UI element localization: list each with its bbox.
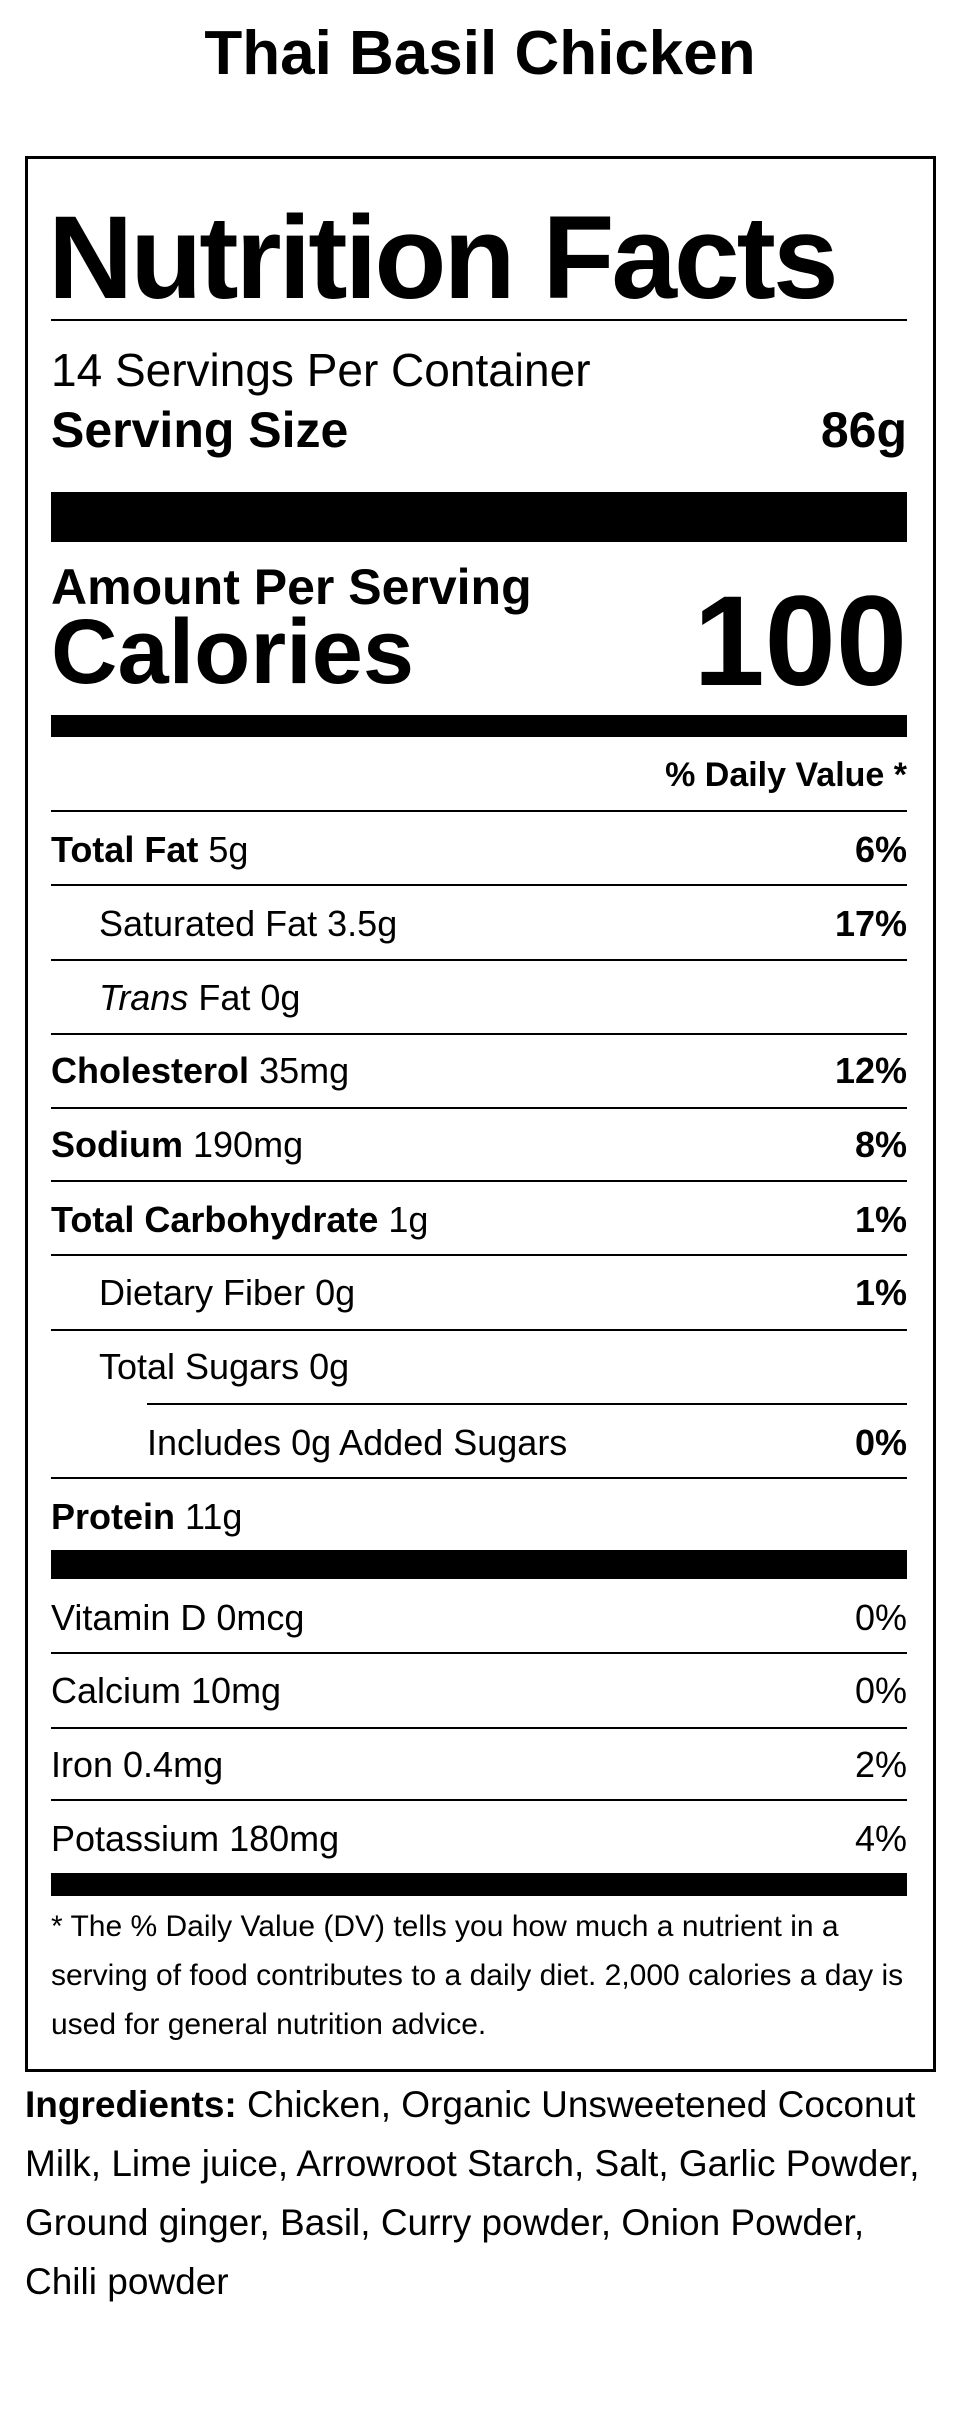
calories-value: 100	[693, 570, 907, 713]
nutrient-dv: 8%	[854, 1124, 907, 1165]
nutrient-dv: 1%	[854, 1199, 907, 1240]
calories-label: Calories	[51, 601, 415, 703]
nutrient-name: Total Fat	[51, 829, 199, 870]
servings: 14 Servings Per Container	[51, 344, 591, 396]
nutrient-name: Fat	[198, 977, 251, 1018]
vitamin-row: Iron 0.4mg 2%	[51, 1728, 907, 1802]
rule	[51, 319, 907, 321]
nutrient-name: Protein	[51, 1496, 176, 1537]
rule	[51, 810, 907, 812]
nutrient-dv: 1%	[854, 1272, 907, 1313]
nutrient-name: Sodium	[51, 1124, 183, 1165]
thick-bar	[51, 1873, 907, 1896]
vitamin-name: Potassium 180mg	[51, 1818, 340, 1859]
nutrient-name: Total Carbohydrate	[51, 1199, 379, 1240]
nutrient-name: Includes 0g Added Sugars	[147, 1422, 568, 1463]
nutrient-row: Includes 0g Added Sugars 0%	[147, 1406, 907, 1480]
vitamin-name: Calcium 10mg	[51, 1670, 282, 1711]
nutrient-amount: 0g	[260, 977, 301, 1018]
label-box	[25, 156, 936, 2072]
vitamin-row: Potassium 180mg 4%	[51, 1802, 907, 1876]
nutrient-amount: 11g	[185, 1496, 243, 1537]
vitamin-name: Iron 0.4mg	[51, 1744, 224, 1785]
rule	[51, 1727, 907, 1729]
rule	[51, 1652, 907, 1654]
rule	[51, 884, 907, 886]
nutrient-name: Dietary Fiber	[99, 1272, 306, 1313]
footnote: * The % Daily Value (DV) tells you how m…	[51, 1910, 904, 2041]
nutrient-amount: 1g	[388, 1199, 429, 1240]
vitamin-row: Calcium 10mg 0%	[51, 1654, 907, 1728]
vitamin-dv: 0%	[854, 1597, 907, 1638]
amount-per-serving: Amount Per Serving	[51, 559, 532, 615]
vitamin-row: Vitamin D 0mcg 0%	[51, 1581, 907, 1655]
nutrient-row: Total Sugars 0g	[99, 1330, 907, 1404]
nutrient-dv: 17%	[834, 903, 907, 944]
nutrient-dv: 6%	[854, 829, 907, 870]
vitamin-dv: 2%	[854, 1744, 907, 1785]
nutrient-row: Protein 11g	[51, 1480, 907, 1554]
vitamin-dv: 0%	[854, 1670, 907, 1711]
vitamin-dv: 4%	[854, 1818, 907, 1859]
rule	[51, 1329, 907, 1331]
nutrient-name: Saturated Fat	[99, 903, 318, 944]
nutrient-row: Sodium 190mg 8%	[51, 1108, 907, 1182]
nutrient-row: Trans Fat 0g	[99, 961, 907, 1035]
nutrient-row: Total Carbohydrate 1g 1%	[51, 1183, 907, 1257]
rule	[51, 959, 907, 961]
nutrient-name: Cholesterol	[51, 1050, 250, 1091]
thick-bar	[51, 492, 907, 542]
thick-bar	[51, 1550, 907, 1579]
nutrient-amount: 0g	[309, 1346, 350, 1387]
serving-size-row: Serving Size 86g	[51, 393, 907, 467]
nutrient-amount: 3.5g	[327, 903, 398, 944]
nutrient-row: Cholesterol 35mg 12%	[51, 1034, 907, 1108]
label-heading: Nutrition Facts	[48, 192, 839, 324]
serving-size-value: 86g	[820, 402, 907, 458]
nutrient-amount: 35mg	[259, 1050, 350, 1091]
rule	[147, 1403, 907, 1405]
rule	[51, 1254, 907, 1256]
nutrient-dv: 12%	[834, 1050, 907, 1091]
rule	[51, 1107, 907, 1109]
ingredients: Ingredients: Chicken, Organic Unsweetene…	[25, 2075, 935, 2311]
title: Thai Basil Chicken	[204, 19, 756, 88]
nutrient-row: Dietary Fiber 0g 1%	[99, 1256, 907, 1330]
thick-bar	[51, 715, 907, 737]
rule	[51, 1799, 907, 1801]
nutrient-amount: 0g	[315, 1272, 356, 1313]
daily-value-header: % Daily Value *	[665, 756, 907, 794]
ingredients-label: Ingredients:	[25, 2084, 237, 2125]
nutrient-name: Total Sugars	[99, 1346, 300, 1387]
nutrient-prefix: Trans	[99, 977, 189, 1018]
serving-size-label: Serving Size	[51, 402, 349, 458]
nutrient-dv: 0%	[854, 1422, 907, 1463]
rule	[51, 1180, 907, 1182]
nutrient-row: Saturated Fat 3.5g 17%	[99, 887, 907, 961]
rule	[51, 1033, 907, 1035]
ingredients-text: Chicken, Organic Unsweetened Coconut Mil…	[25, 2084, 920, 2302]
vitamin-name: Vitamin D 0mcg	[51, 1597, 305, 1638]
nutrient-amount: 5g	[208, 829, 249, 870]
nutrient-amount: 190mg	[193, 1124, 304, 1165]
rule	[51, 1477, 907, 1479]
nutrient-row: Total Fat 5g 6%	[51, 813, 907, 887]
